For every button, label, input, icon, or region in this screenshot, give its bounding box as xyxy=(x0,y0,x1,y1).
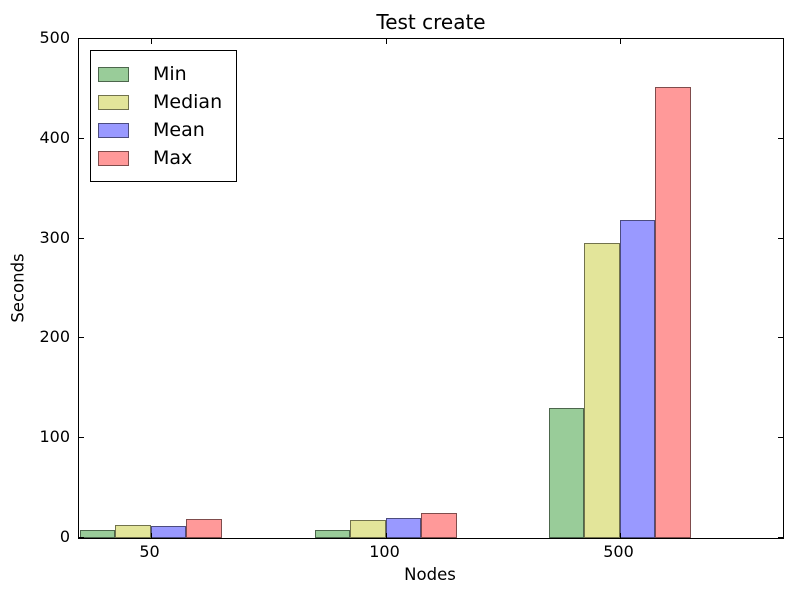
y-tick-label-500: 500 xyxy=(39,28,70,47)
y-tick-right-0 xyxy=(778,537,783,538)
legend-row-max: Max xyxy=(98,144,222,172)
bar-median-50 xyxy=(115,525,151,538)
y-tick-right-400 xyxy=(778,138,783,139)
y-tick-left-400 xyxy=(79,138,84,139)
y-tick-right-200 xyxy=(778,337,783,338)
legend-swatch-max xyxy=(98,150,129,166)
bar-mean-100 xyxy=(385,518,421,538)
x-tick-top-100 xyxy=(386,39,387,44)
x-axis-label: Nodes xyxy=(404,565,456,584)
y-tick-left-500 xyxy=(79,38,84,39)
bar-min-500 xyxy=(548,408,584,538)
bar-median-500 xyxy=(584,243,620,538)
legend-swatch-median xyxy=(98,94,129,110)
y-tick-left-0 xyxy=(79,537,84,538)
bar-max-100 xyxy=(421,513,457,538)
y-tick-left-100 xyxy=(79,437,84,438)
y-tick-right-300 xyxy=(778,238,783,239)
legend-label-min: Min xyxy=(153,63,187,85)
x-tick-bottom-100 xyxy=(386,533,387,538)
x-tick-bottom-50 xyxy=(151,533,152,538)
legend-swatch-min xyxy=(98,66,129,82)
x-tick-label-50: 50 xyxy=(139,542,160,561)
x-tick-label-100: 100 xyxy=(369,542,400,561)
bar-max-50 xyxy=(186,519,222,538)
bar-min-50 xyxy=(79,530,115,538)
chart-title: Test create xyxy=(376,10,486,34)
legend-row-min: Min xyxy=(98,60,222,88)
y-tick-label-200: 200 xyxy=(39,327,70,346)
legend-label-mean: Mean xyxy=(153,119,205,141)
y-tick-right-100 xyxy=(778,437,783,438)
legend-label-max: Max xyxy=(153,147,193,169)
bar-max-500 xyxy=(655,87,691,538)
legend-swatch-mean xyxy=(98,122,129,138)
legend-label-median: Median xyxy=(153,91,223,113)
bar-mean-50 xyxy=(150,526,186,538)
x-tick-top-50 xyxy=(151,39,152,44)
y-tick-label-100: 100 xyxy=(39,427,70,446)
x-tick-top-500 xyxy=(620,39,621,44)
y-tick-right-500 xyxy=(778,38,783,39)
legend-row-median: Median xyxy=(98,88,222,116)
y-tick-label-0: 0 xyxy=(59,527,70,546)
bar-median-100 xyxy=(350,520,386,538)
y-tick-left-200 xyxy=(79,337,84,338)
x-tick-bottom-500 xyxy=(620,533,621,538)
x-tick-label-500: 500 xyxy=(603,542,634,561)
bar-min-100 xyxy=(314,530,350,538)
legend-row-mean: Mean xyxy=(98,116,222,144)
y-tick-label-300: 300 xyxy=(39,228,70,247)
bar-mean-500 xyxy=(619,220,655,538)
y-axis-label: Seconds xyxy=(8,253,28,323)
y-tick-label-400: 400 xyxy=(39,128,70,147)
plot-area: Min Median Mean Max xyxy=(78,38,784,539)
y-tick-left-300 xyxy=(79,238,84,239)
legend: Min Median Mean Max xyxy=(90,50,238,182)
